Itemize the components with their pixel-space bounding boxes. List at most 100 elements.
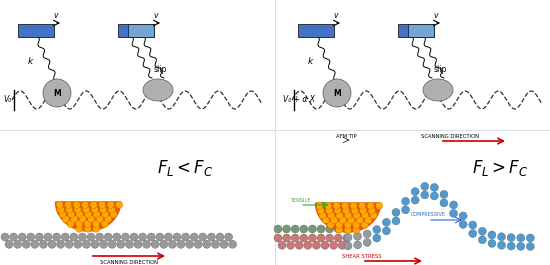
- Circle shape: [76, 211, 83, 218]
- Circle shape: [370, 212, 377, 219]
- Text: k: k: [307, 58, 312, 67]
- Circle shape: [411, 188, 419, 196]
- Circle shape: [344, 233, 352, 241]
- Circle shape: [430, 192, 438, 200]
- FancyBboxPatch shape: [128, 24, 154, 37]
- Circle shape: [81, 201, 89, 208]
- Circle shape: [402, 197, 410, 205]
- Circle shape: [139, 233, 147, 241]
- Circle shape: [327, 221, 334, 228]
- Circle shape: [57, 240, 64, 248]
- Circle shape: [224, 233, 233, 241]
- Circle shape: [207, 233, 216, 241]
- Circle shape: [367, 202, 374, 209]
- Circle shape: [351, 207, 358, 214]
- Ellipse shape: [423, 79, 453, 101]
- Circle shape: [373, 226, 381, 233]
- Circle shape: [100, 240, 108, 248]
- Circle shape: [291, 225, 299, 233]
- Circle shape: [85, 211, 92, 218]
- FancyBboxPatch shape: [408, 24, 434, 37]
- Circle shape: [76, 225, 83, 232]
- Circle shape: [309, 234, 316, 242]
- Circle shape: [48, 240, 56, 248]
- Text: v: v: [334, 11, 338, 20]
- Circle shape: [317, 225, 325, 233]
- Circle shape: [334, 207, 341, 214]
- Text: COMPRESSIVE: COMPRESSIVE: [410, 213, 446, 218]
- Circle shape: [87, 233, 95, 241]
- Circle shape: [344, 221, 351, 228]
- Circle shape: [43, 79, 71, 107]
- Circle shape: [278, 241, 286, 249]
- Circle shape: [110, 211, 117, 218]
- Circle shape: [344, 212, 351, 219]
- Circle shape: [82, 240, 90, 248]
- Circle shape: [92, 220, 100, 227]
- Circle shape: [344, 242, 352, 250]
- Circle shape: [312, 241, 321, 249]
- Text: SHEAR STRESS: SHEAR STRESS: [342, 254, 382, 258]
- Circle shape: [274, 234, 282, 242]
- Text: V₀ + α X: V₀ + α X: [283, 95, 315, 104]
- Ellipse shape: [143, 79, 173, 101]
- Circle shape: [517, 234, 525, 242]
- Circle shape: [507, 242, 515, 250]
- Circle shape: [142, 240, 151, 248]
- Circle shape: [108, 206, 115, 213]
- Circle shape: [368, 207, 375, 214]
- Circle shape: [411, 196, 419, 204]
- Circle shape: [526, 242, 534, 250]
- Text: SCANNING DIRECTION: SCANNING DIRECTION: [421, 134, 479, 139]
- Circle shape: [44, 233, 52, 241]
- Circle shape: [329, 241, 338, 249]
- Circle shape: [324, 202, 332, 209]
- Circle shape: [130, 233, 138, 241]
- Circle shape: [102, 211, 109, 218]
- Circle shape: [5, 240, 13, 248]
- Circle shape: [336, 226, 343, 233]
- Text: AFM TIP: AFM TIP: [336, 134, 356, 139]
- Circle shape: [53, 233, 60, 241]
- Circle shape: [459, 220, 467, 228]
- FancyBboxPatch shape: [18, 24, 54, 37]
- Circle shape: [92, 225, 100, 232]
- Polygon shape: [56, 202, 120, 231]
- Circle shape: [363, 230, 371, 238]
- Circle shape: [59, 211, 66, 218]
- Circle shape: [334, 234, 342, 242]
- Circle shape: [220, 240, 228, 248]
- Circle shape: [507, 233, 515, 242]
- Circle shape: [382, 227, 390, 235]
- Circle shape: [353, 212, 360, 219]
- Circle shape: [211, 240, 219, 248]
- Circle shape: [336, 221, 343, 228]
- Circle shape: [333, 202, 340, 209]
- Circle shape: [354, 232, 361, 240]
- Circle shape: [326, 234, 334, 242]
- Circle shape: [526, 234, 534, 242]
- Circle shape: [353, 221, 360, 228]
- FancyBboxPatch shape: [118, 24, 154, 37]
- Circle shape: [96, 233, 103, 241]
- Circle shape: [392, 217, 400, 225]
- Circle shape: [122, 233, 129, 241]
- Circle shape: [361, 221, 369, 228]
- Circle shape: [326, 207, 333, 214]
- Circle shape: [79, 233, 86, 241]
- Text: M: M: [333, 89, 341, 98]
- Circle shape: [1, 233, 9, 241]
- Text: slip: slip: [153, 65, 167, 74]
- Circle shape: [361, 212, 369, 219]
- Circle shape: [64, 201, 72, 208]
- Text: $F_L < F_C$: $F_L < F_C$: [157, 158, 213, 178]
- Circle shape: [98, 201, 106, 208]
- Text: v: v: [54, 11, 58, 20]
- Circle shape: [91, 206, 98, 213]
- Text: k: k: [28, 58, 32, 67]
- Circle shape: [343, 207, 350, 214]
- Circle shape: [469, 229, 477, 237]
- Circle shape: [56, 201, 63, 208]
- Circle shape: [22, 240, 30, 248]
- Circle shape: [449, 209, 458, 217]
